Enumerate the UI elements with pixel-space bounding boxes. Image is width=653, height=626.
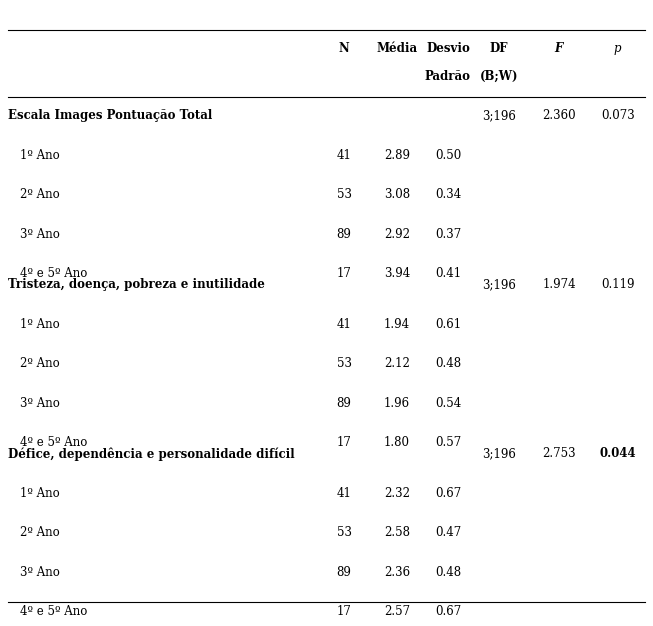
Text: 2.89: 2.89	[384, 149, 410, 162]
Text: 2.360: 2.360	[542, 110, 576, 122]
Text: 41: 41	[337, 318, 351, 331]
Text: 1º Ano: 1º Ano	[20, 149, 59, 162]
Text: 17: 17	[337, 267, 351, 280]
Text: 4º e 5º Ano: 4º e 5º Ano	[20, 267, 87, 280]
Text: Padrão: Padrão	[425, 70, 471, 83]
Text: 3º Ano: 3º Ano	[20, 397, 59, 409]
Text: 0.37: 0.37	[435, 228, 461, 240]
Text: 4º e 5º Ano: 4º e 5º Ano	[20, 605, 87, 618]
Text: 1.96: 1.96	[384, 397, 410, 409]
Text: 3.94: 3.94	[384, 267, 410, 280]
Text: 3.08: 3.08	[384, 188, 410, 201]
Text: 53: 53	[337, 188, 351, 201]
Text: Escala Images Pontuação Total: Escala Images Pontuação Total	[8, 110, 212, 122]
Text: 0.67: 0.67	[435, 487, 461, 500]
Text: 0.50: 0.50	[435, 149, 461, 162]
Text: 0.48: 0.48	[435, 357, 461, 370]
Text: 1º Ano: 1º Ano	[20, 487, 59, 500]
Text: Tristeza, doença, pobreza e inutilidade: Tristeza, doença, pobreza e inutilidade	[8, 279, 264, 291]
Text: 3;196: 3;196	[482, 110, 516, 122]
Text: 0.41: 0.41	[435, 267, 461, 280]
Text: 2.12: 2.12	[384, 357, 410, 370]
Text: 0.54: 0.54	[435, 397, 461, 409]
Text: (B;W): (B;W)	[480, 70, 518, 83]
Text: 0.67: 0.67	[435, 605, 461, 618]
Text: 2.58: 2.58	[384, 526, 410, 539]
Text: 2.32: 2.32	[384, 487, 410, 500]
Text: DF: DF	[490, 43, 508, 55]
Text: 0.47: 0.47	[435, 526, 461, 539]
Text: 41: 41	[337, 487, 351, 500]
Text: 0.57: 0.57	[435, 436, 461, 449]
Text: 1.80: 1.80	[384, 436, 410, 449]
Text: 89: 89	[337, 566, 351, 578]
Text: 3;196: 3;196	[482, 279, 516, 291]
Text: 1º Ano: 1º Ano	[20, 318, 59, 331]
Text: Média: Média	[377, 43, 417, 55]
Text: 2.57: 2.57	[384, 605, 410, 618]
Text: 0.34: 0.34	[435, 188, 461, 201]
Text: Défice, dependência e personalidade difícil: Défice, dependência e personalidade difí…	[8, 447, 295, 461]
Text: 1.94: 1.94	[384, 318, 410, 331]
Text: p: p	[614, 43, 622, 55]
Text: 53: 53	[337, 526, 351, 539]
Text: F: F	[555, 43, 563, 55]
Text: 89: 89	[337, 228, 351, 240]
Text: 53: 53	[337, 357, 351, 370]
Text: 17: 17	[337, 605, 351, 618]
Text: 0.044: 0.044	[599, 448, 636, 460]
Text: 2º Ano: 2º Ano	[20, 188, 59, 201]
Text: 17: 17	[337, 436, 351, 449]
Text: 1.974: 1.974	[542, 279, 576, 291]
Text: 2.36: 2.36	[384, 566, 410, 578]
Text: N: N	[339, 43, 349, 55]
Text: 2º Ano: 2º Ano	[20, 357, 59, 370]
Text: 2.753: 2.753	[542, 448, 576, 460]
Text: 89: 89	[337, 397, 351, 409]
Text: 2.92: 2.92	[384, 228, 410, 240]
Text: 0.48: 0.48	[435, 566, 461, 578]
Text: 0.61: 0.61	[435, 318, 461, 331]
Text: 0.073: 0.073	[601, 110, 635, 122]
Text: 41: 41	[337, 149, 351, 162]
Text: 0.119: 0.119	[601, 279, 635, 291]
Text: 4º e 5º Ano: 4º e 5º Ano	[20, 436, 87, 449]
Text: 3º Ano: 3º Ano	[20, 228, 59, 240]
Text: 2º Ano: 2º Ano	[20, 526, 59, 539]
Text: Desvio: Desvio	[426, 43, 470, 55]
Text: 3;196: 3;196	[482, 448, 516, 460]
Text: 3º Ano: 3º Ano	[20, 566, 59, 578]
